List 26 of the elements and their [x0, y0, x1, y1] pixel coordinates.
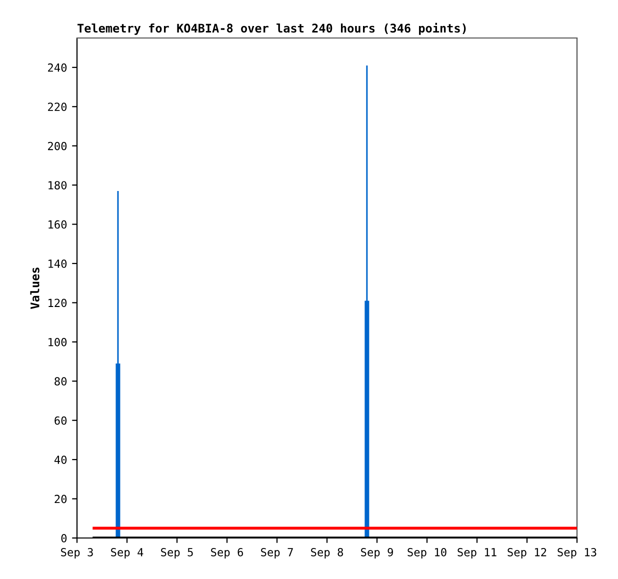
x-tick-label: Sep 7	[261, 548, 293, 559]
x-tick-label: Sep 3	[61, 548, 93, 559]
x-tick-label: Sep 11	[458, 548, 496, 559]
y-tick-label: 160	[48, 220, 67, 229]
y-tick-label: 20	[54, 494, 67, 504]
x-tick-label: Sep 5	[161, 548, 193, 559]
y-tick-label: 240	[48, 63, 67, 72]
x-tick-label: Sep 6	[211, 548, 244, 559]
x-tick-label: Sep 13	[558, 548, 596, 559]
y-tick-label: 80	[54, 377, 67, 386]
y-tick-label: 200	[48, 142, 67, 150]
y-tick-label: 60	[54, 416, 67, 425]
y-axis-title: Values	[30, 268, 40, 309]
x-tick-label: Sep 8	[311, 548, 344, 559]
x-tick-label: Sep 10	[408, 548, 446, 559]
x-tick-label: Sep 9	[361, 548, 393, 559]
y-tick-label: 120	[48, 298, 67, 308]
x-tick-label: Sep 4	[111, 548, 144, 559]
x-tick-label: Sep 12	[508, 548, 546, 559]
y-tick-label: 0	[61, 534, 67, 542]
y-tick-label: 100	[48, 338, 67, 346]
chart-title: Telemetry for KO4BIA-8 over last 240 hours (346 points)	[78, 22, 466, 35]
y-tick-label: 220	[48, 102, 67, 112]
y-tick-label: 40	[54, 456, 67, 464]
y-tick-label: 180	[48, 181, 67, 190]
y-tick-label: 140	[48, 259, 67, 268]
